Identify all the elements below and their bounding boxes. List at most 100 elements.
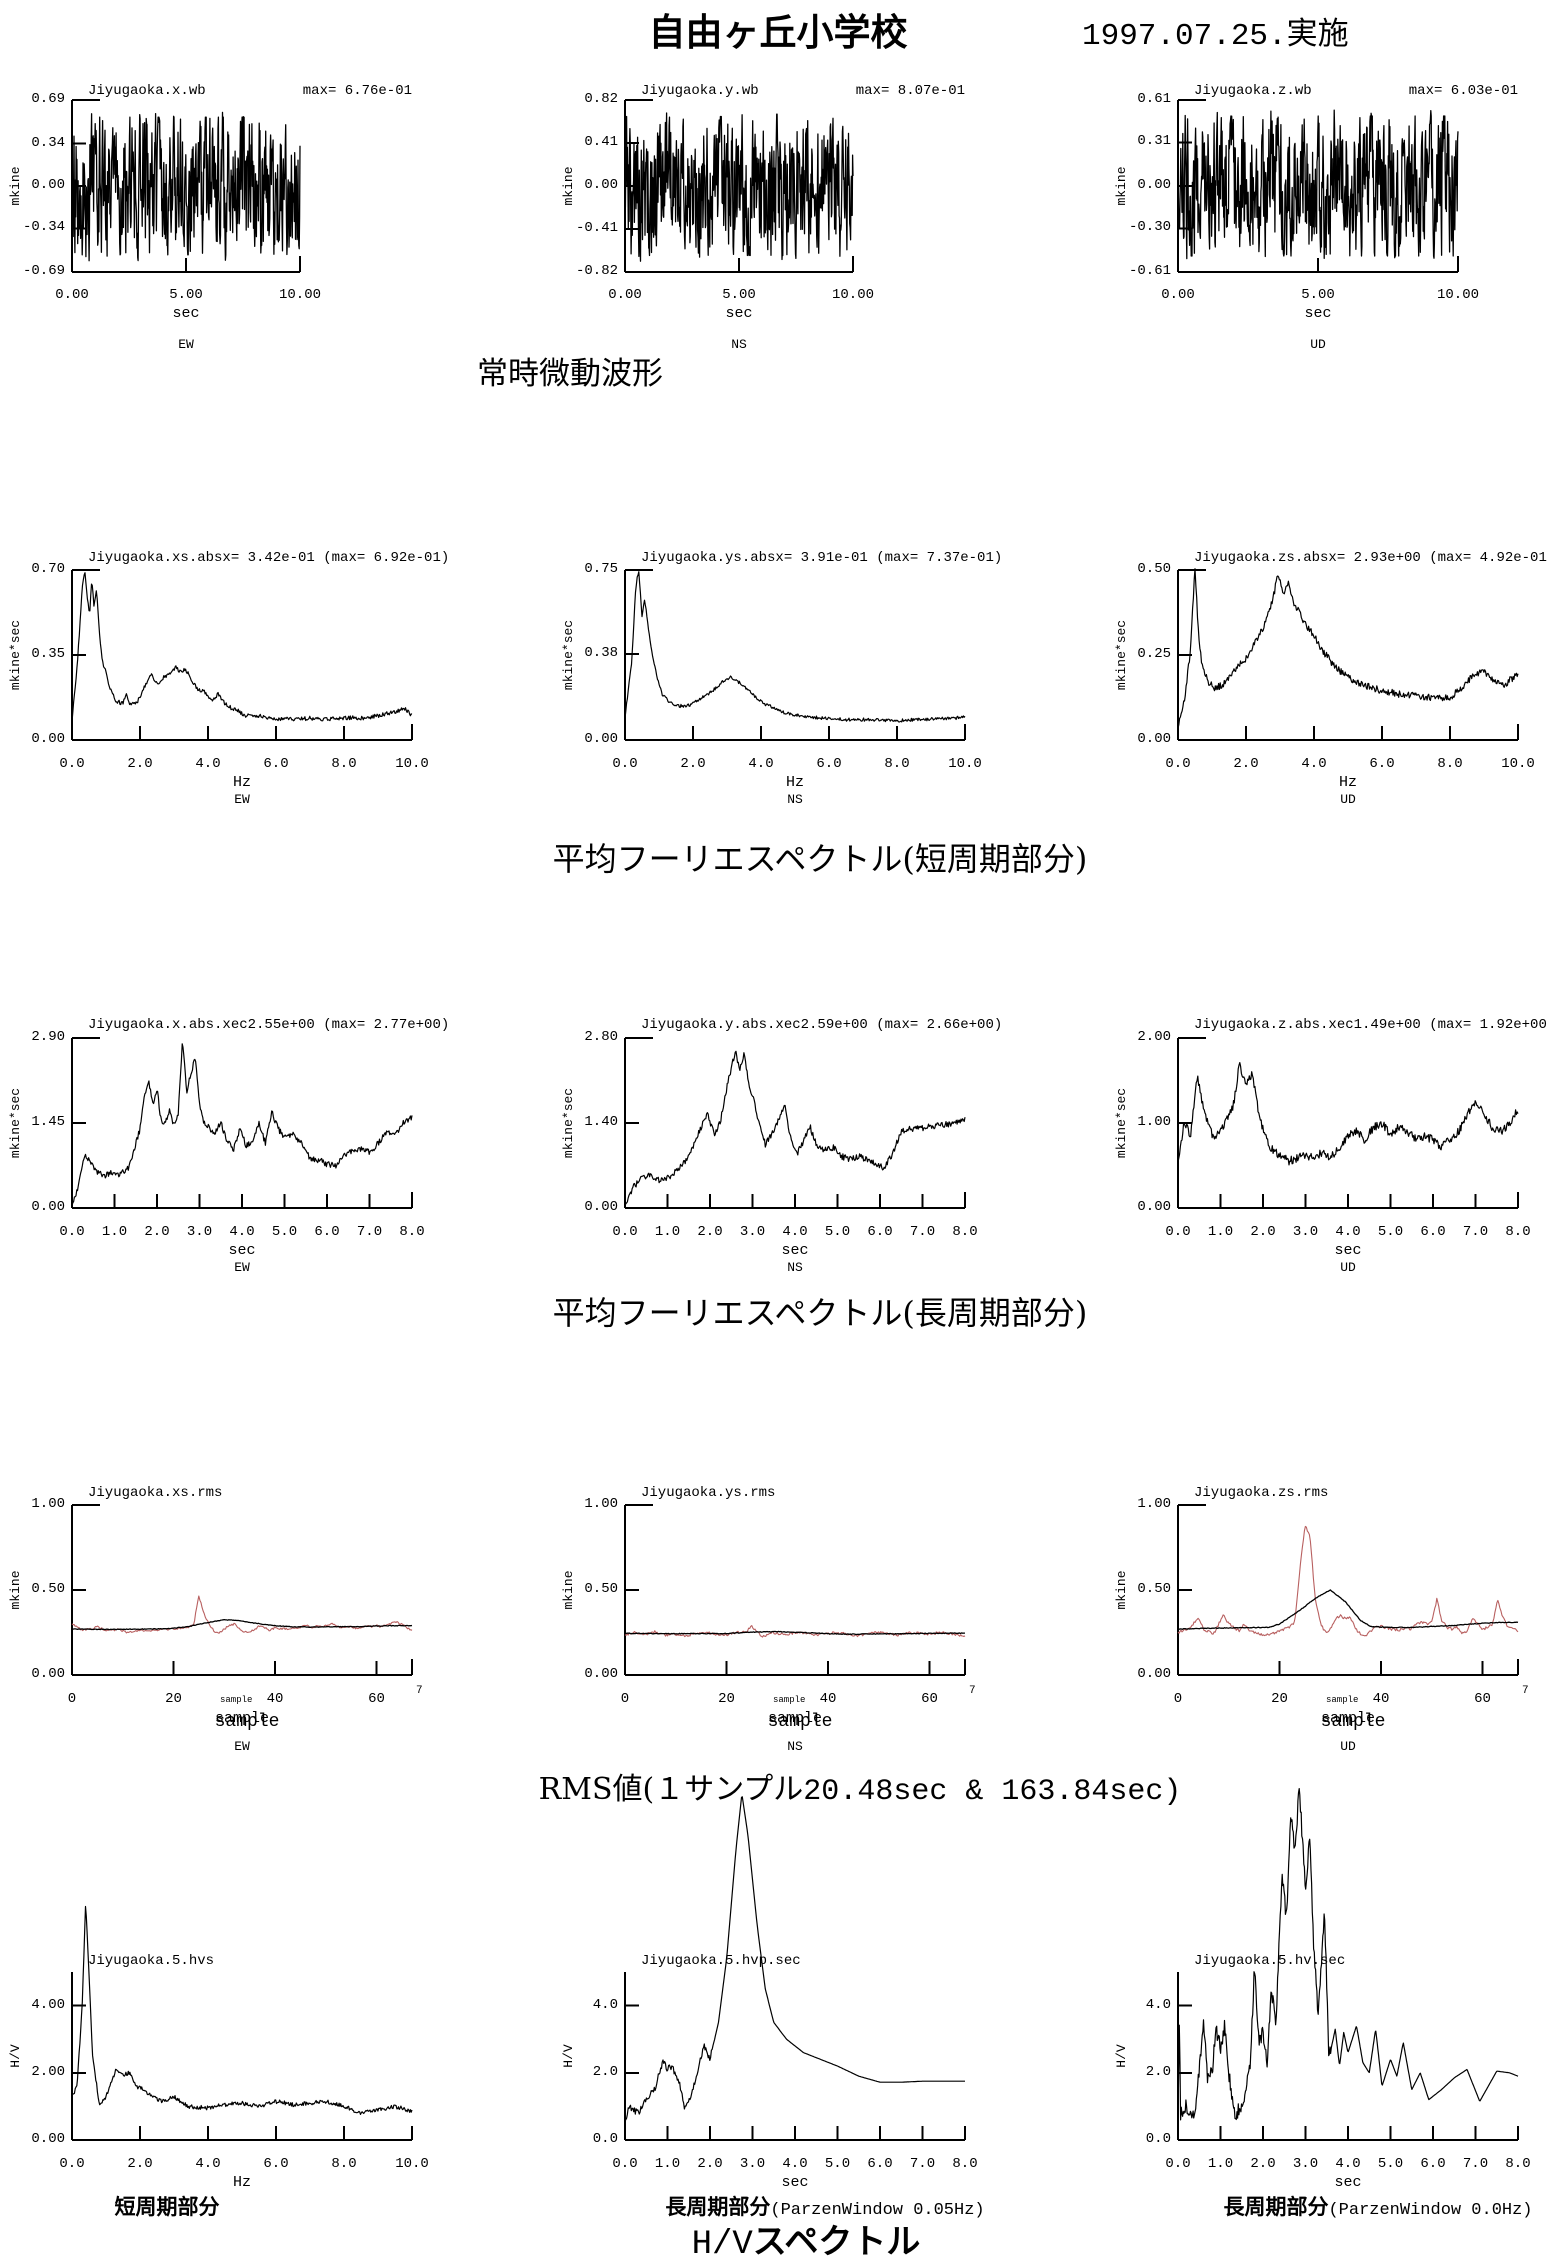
y-tick-r1c2-1: 0.41 bbox=[584, 134, 618, 150]
x-tick-r3c2-2: 2.0 bbox=[697, 1224, 723, 1240]
chart-title-r2c3: Jiyugaoka.zs.absx= 2.93e+00 (max= 4.92e-… bbox=[1194, 550, 1548, 566]
x-tick-r3c3-8: 8.0 bbox=[1505, 1224, 1531, 1240]
x-tick-r1c2-1: 5.00 bbox=[722, 287, 756, 303]
y-tick-r5c2-0: 4.0 bbox=[592, 1996, 618, 2013]
component-label-r1c1: EW bbox=[178, 337, 194, 352]
y-tick-r2c2-0: 0.75 bbox=[584, 561, 618, 577]
x-tick-r2c2-4: 8.0 bbox=[884, 756, 910, 772]
x-axis-unit-r5c2: sec bbox=[781, 2174, 809, 2191]
y-axis-label-r5c2: H/V bbox=[561, 2044, 577, 2068]
x-axis-unit-r1c2: sec bbox=[725, 305, 753, 322]
x-tick-r3c1-4: 4.0 bbox=[229, 1224, 255, 1240]
survey-date: 1997.07.25.実施 bbox=[1082, 19, 1349, 54]
x-tick-r5c2-4: 4.0 bbox=[782, 2156, 808, 2172]
x-axis-unit-r1c1: sec bbox=[172, 305, 200, 322]
x-tick-r3c3-4: 4.0 bbox=[1335, 1224, 1361, 1240]
y-tick-r1c3-4: -0.61 bbox=[1128, 263, 1171, 279]
y-axis-label-r2c1: mkine*sec bbox=[8, 619, 24, 691]
x-tick-r5c2-8: 8.0 bbox=[952, 2156, 978, 2172]
component-label-r2c1: EW bbox=[234, 792, 250, 807]
y-tick-r1c3-2: 0.00 bbox=[1137, 177, 1171, 193]
x-tick-r5c2-1: 1.0 bbox=[654, 2156, 681, 2172]
chart-title-r1c3: Jiyugaoka.z.wb bbox=[1194, 83, 1312, 99]
x-tick-r3c3-5: 5.0 bbox=[1377, 1224, 1404, 1240]
x-tick-r3c3-1: 1.0 bbox=[1207, 1224, 1234, 1240]
y-axis-label-r4c2: mkine bbox=[561, 1570, 577, 1610]
period-sublabel-r5c1: 短周期部分 bbox=[114, 2194, 220, 2219]
y-tick-r1c2-3: -0.41 bbox=[575, 220, 618, 236]
x-axis-unit-r2c1: Hz bbox=[232, 774, 252, 791]
x-tick-r5c3-7: 7.0 bbox=[1462, 2156, 1489, 2172]
y-tick-r2c3-1: 0.25 bbox=[1137, 646, 1171, 662]
chart-max-r1c3: max= 6.03e-01 bbox=[1408, 83, 1518, 99]
caption-hv-latin: H/V bbox=[691, 2226, 753, 2261]
axis-end-label-r4c3: 7 bbox=[1522, 1685, 1529, 1697]
x-axis-unit-r5c1: Hz bbox=[232, 2174, 252, 2191]
period-sublabel-paren-r5c3: (ParzenWindow 0.0Hz) bbox=[1328, 2201, 1533, 2220]
x-tick-r2c3-4: 8.0 bbox=[1437, 756, 1463, 772]
x-axis-unit-r2c3: Hz bbox=[1338, 774, 1358, 791]
x-tick-r3c1-5: 5.0 bbox=[271, 1224, 298, 1240]
x-tick-r3c3-0: 0.0 bbox=[1165, 1224, 1191, 1240]
y-tick-r3c2-1: 1.40 bbox=[584, 1114, 618, 1130]
x-tick-r1c1-0: 0.00 bbox=[55, 287, 89, 303]
x-tick-r5c3-5: 5.0 bbox=[1377, 2156, 1404, 2172]
x-axis-unit-r3c2: sec bbox=[781, 1242, 809, 1259]
x-tick-r3c2-3: 3.0 bbox=[739, 1224, 766, 1240]
y-tick-r3c1-0: 2.90 bbox=[31, 1029, 65, 1045]
x-tick-r5c2-3: 3.0 bbox=[739, 2156, 766, 2172]
sample-label-small-r4c1: sample bbox=[220, 1695, 253, 1705]
x-tick-r3c2-6: 6.0 bbox=[867, 1224, 893, 1240]
x-tick-r5c3-3: 3.0 bbox=[1292, 2156, 1319, 2172]
y-tick-r3c3-1: 1.00 bbox=[1137, 1114, 1171, 1130]
component-label-r4c3: UD bbox=[1340, 1739, 1356, 1754]
x-tick-r1c2-0: 0.00 bbox=[608, 287, 642, 303]
x-tick-r2c1-1: 2.0 bbox=[127, 756, 153, 772]
chart-title-r2c1: Jiyugaoka.xs.absx= 3.42e-01 (max= 6.92e-… bbox=[88, 550, 450, 566]
x-axis-unit-r4c1: sample bbox=[214, 1710, 270, 1727]
y-tick-r5c3-1: 2.0 bbox=[1145, 2063, 1171, 2080]
y-axis-label-r3c1: mkine*sec bbox=[8, 1087, 24, 1159]
component-label-r3c2: NS bbox=[787, 1260, 803, 1275]
caption-microtremor-waveform: 常時微動波形 bbox=[477, 356, 663, 392]
component-label-r1c2: NS bbox=[731, 337, 747, 352]
x-tick-r4c3-3: 60 bbox=[1474, 1691, 1491, 1707]
y-tick-r2c3-2: 0.00 bbox=[1137, 731, 1171, 747]
x-tick-r2c1-3: 6.0 bbox=[263, 756, 289, 772]
axis-end-label-r4c2: 7 bbox=[969, 1685, 976, 1697]
y-tick-r5c3-2: 0.0 bbox=[1145, 2131, 1171, 2147]
x-tick-r4c2-3: 60 bbox=[921, 1691, 938, 1707]
period-sublabel-bold-r5c2: 長周期部分 bbox=[665, 2194, 771, 2219]
x-tick-r5c2-6: 6.0 bbox=[867, 2156, 893, 2172]
x-tick-r2c2-2: 4.0 bbox=[748, 756, 774, 772]
y-tick-r5c1-0: 4.00 bbox=[31, 1996, 65, 2013]
sample-label-small-r4c3: sample bbox=[1326, 1695, 1359, 1705]
x-tick-r2c2-3: 6.0 bbox=[816, 756, 842, 772]
y-tick-r4c1-2: 0.00 bbox=[31, 1666, 65, 1682]
y-tick-r5c3-0: 4.0 bbox=[1145, 1996, 1171, 2013]
chart-title-r5c1: Jiyugaoka.5.hvs bbox=[88, 1953, 215, 1969]
component-label-r2c3: UD bbox=[1340, 792, 1356, 807]
caption-hv-jp: スペクトル bbox=[752, 2222, 921, 2261]
component-label-r4c2: NS bbox=[787, 1739, 803, 1754]
period-sublabel-r5c3: 長周期部分(ParzenWindow 0.0Hz) bbox=[1223, 2195, 1533, 2220]
chart-title-r5c2: Jiyugaoka.5.hvp.sec bbox=[641, 1953, 801, 1969]
x-tick-r1c2-2: 10.00 bbox=[831, 287, 875, 303]
component-label-r3c3: UD bbox=[1340, 1260, 1356, 1275]
chart-title-r5c3: Jiyugaoka.5.hv.sec bbox=[1194, 1953, 1346, 1969]
y-tick-r5c2-1: 2.0 bbox=[592, 2063, 618, 2080]
period-sublabel-bold-r5c1: 短周期部分 bbox=[114, 2194, 220, 2219]
x-axis-unit-r2c2: Hz bbox=[785, 774, 805, 791]
x-tick-r3c2-1: 1.0 bbox=[654, 1224, 681, 1240]
y-tick-r1c3-0: 0.61 bbox=[1137, 91, 1171, 107]
x-tick-r1c3-2: 10.00 bbox=[1436, 287, 1480, 303]
y-axis-label-r2c2: mkine*sec bbox=[561, 619, 577, 691]
y-tick-r5c1-2: 0.00 bbox=[31, 2131, 65, 2147]
x-tick-r3c2-4: 4.0 bbox=[782, 1224, 808, 1240]
x-tick-r4c2-2: 40 bbox=[819, 1691, 837, 1707]
x-axis-unit-r1c3: sec bbox=[1304, 305, 1332, 322]
x-tick-r2c2-5: 10.0 bbox=[948, 756, 982, 772]
x-tick-r4c1-2: 40 bbox=[266, 1691, 284, 1707]
x-tick-r5c2-7: 7.0 bbox=[909, 2156, 936, 2172]
